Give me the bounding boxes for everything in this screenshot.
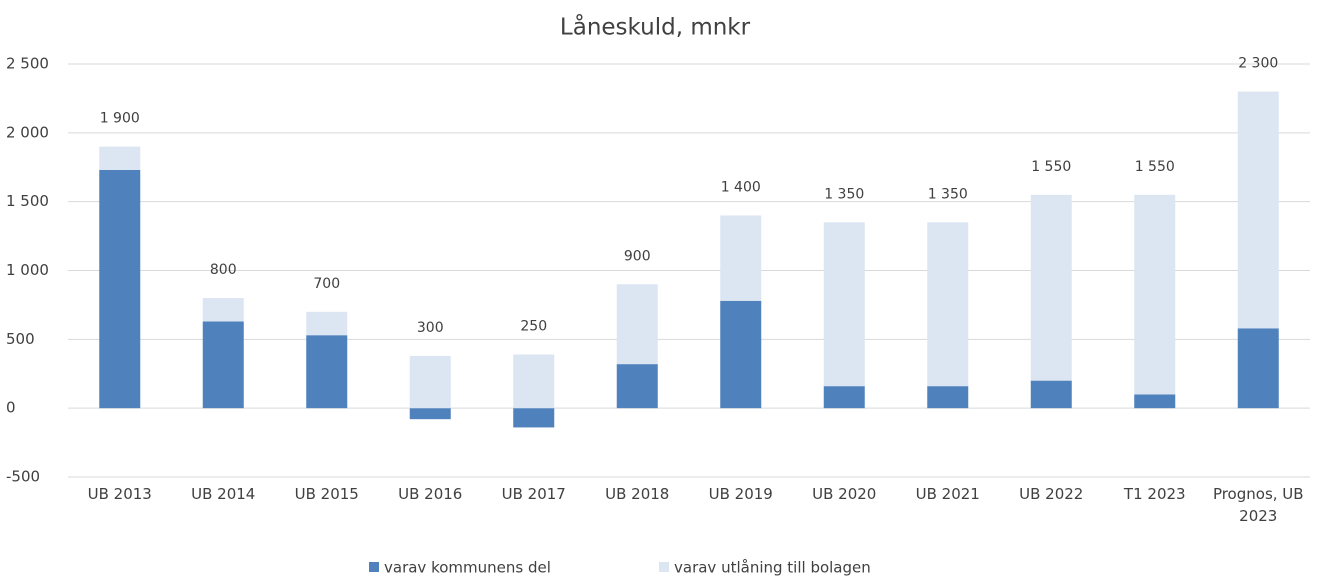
bar — [409, 355, 451, 409]
total-label: 700 — [313, 276, 340, 292]
bar — [823, 222, 865, 387]
x-tick-label: UB 2018 — [605, 485, 670, 503]
legend-swatch — [369, 562, 379, 572]
x-tick-label: T1 2023 — [1123, 485, 1186, 503]
bar — [409, 408, 451, 420]
bar — [720, 215, 762, 301]
x-tick-label: UB 2016 — [398, 485, 463, 503]
x-tick-label: UB 2020 — [812, 485, 877, 503]
bar — [927, 386, 969, 409]
total-label: 1 350 — [928, 186, 968, 202]
y-tick-label: 2 000 — [6, 123, 49, 141]
x-tick-label: UB 2015 — [294, 485, 359, 503]
bar — [1134, 394, 1176, 409]
bar — [720, 300, 762, 409]
bar — [616, 364, 658, 409]
total-label: 1 550 — [1135, 159, 1175, 175]
total-label: 300 — [417, 320, 444, 336]
x-tick-label: UB 2014 — [191, 485, 256, 503]
total-label: 1 400 — [721, 179, 761, 195]
total-label: 800 — [210, 262, 237, 278]
bar — [616, 284, 658, 365]
x-tick-label: Prognos, UB 2023 — [1212, 485, 1304, 525]
legend-label: varav kommunens del — [384, 559, 551, 577]
total-label: 2 300 — [1238, 56, 1278, 72]
bar — [1134, 194, 1176, 395]
y-tick-label: 2 500 — [6, 55, 49, 73]
total-label: 250 — [520, 318, 547, 334]
bar — [1030, 194, 1072, 381]
bar — [202, 321, 244, 409]
chart-title: Låneskuld, mnkr — [560, 13, 751, 41]
bar — [202, 298, 244, 322]
bar — [823, 386, 865, 409]
x-tick-label: UB 2022 — [1019, 485, 1084, 503]
bar — [513, 408, 555, 428]
bar — [99, 170, 141, 409]
y-tick-label: -500 — [6, 468, 40, 486]
x-tick-label: UB 2019 — [708, 485, 773, 503]
total-label: 1 550 — [1031, 159, 1071, 175]
bar — [1237, 328, 1279, 409]
y-tick-label: 1 500 — [6, 192, 49, 210]
total-label: 1 350 — [824, 186, 864, 202]
total-label: 900 — [624, 248, 651, 264]
bar — [306, 311, 348, 336]
legend-label: varav utlåning till bolagen — [674, 559, 871, 577]
x-tick-label: UB 2017 — [501, 485, 566, 503]
x-tick-label: UB 2013 — [87, 485, 152, 503]
y-tick-label: 1 000 — [6, 261, 49, 279]
bar — [513, 354, 555, 409]
y-tick-label: 0 — [6, 399, 16, 417]
y-tick-label: 500 — [6, 330, 35, 348]
x-tick-label: UB 2021 — [915, 485, 980, 503]
bar — [927, 222, 969, 387]
bar — [306, 335, 348, 409]
total-label: 1 900 — [100, 111, 140, 127]
legend-swatch — [659, 562, 669, 572]
bar — [99, 146, 141, 171]
bar — [1030, 380, 1072, 409]
bar — [1237, 91, 1279, 329]
